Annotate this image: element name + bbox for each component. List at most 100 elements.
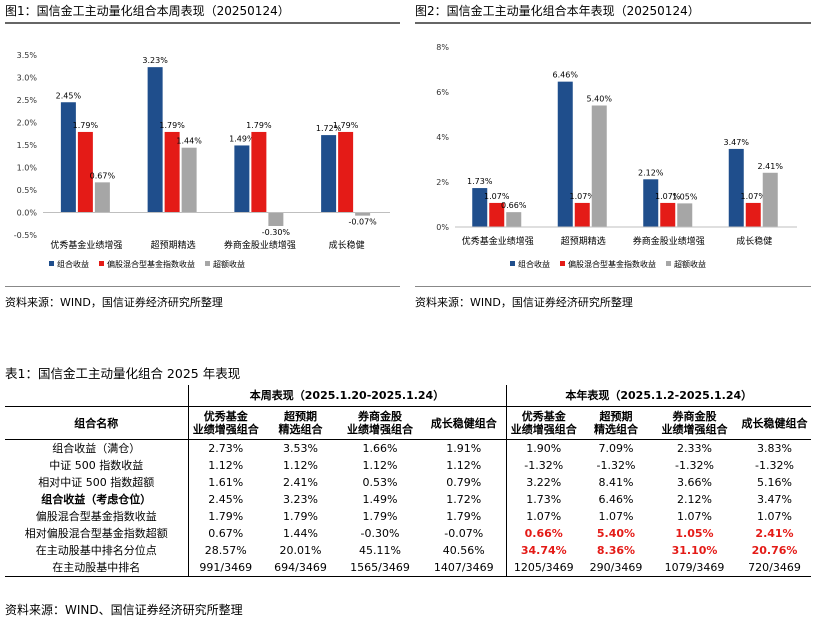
group-header-weekly: 本周表现（2025.1.20-2025.1.24） — [187, 385, 506, 407]
table-cell: 3.22% — [505, 474, 581, 491]
y-tick-label: 3.0% — [17, 74, 38, 83]
bar — [94, 182, 110, 213]
row-label: 偏股混合型基金指数收益 — [35, 510, 157, 523]
y-tick-label: -0.5% — [14, 231, 38, 240]
figure1-source: 资料来源：WIND，国信证券经济研究所整理 — [5, 296, 223, 309]
table-cell: -1.32% — [505, 457, 581, 474]
legend-swatch — [99, 261, 104, 266]
data-label: 0.66% — [501, 201, 527, 210]
x-tick-label: 优秀基金业绩增强 — [50, 239, 122, 251]
table-row: 偏股混合型基金指数收益 1.79% 1.79% 1.79% 1.79% 1.07% 1.07… — [5, 508, 811, 525]
data-label: 2.12% — [638, 168, 664, 177]
table-cell: 1.07% — [598, 510, 634, 523]
col-header-weekly-1: 优秀基金 业绩增强组合 — [187, 406, 263, 440]
bar — [506, 212, 522, 227]
table-row: 中证 500 指数收益 1.12% 1.12% 1.12% 1.12% -1.32% -1.… — [5, 457, 811, 474]
bar — [762, 172, 778, 227]
table-cell: -0.30% — [360, 527, 400, 540]
table-cell: 3.53% — [283, 442, 318, 455]
bar — [234, 145, 250, 213]
table-cell: 34.74% — [505, 542, 581, 559]
col-header-ytd-2: 超预期 精选组合 — [594, 410, 638, 436]
table-row: 在主动股基中排名分位点 28.57% 20.01% 45.11% 40.56% 34.74… — [5, 542, 811, 559]
data-label: 1.07% — [655, 192, 681, 201]
figure2-title: 图2：国信金工主动量化组合本年表现（20250124） — [415, 4, 700, 18]
legend-entry: 组合收益 — [57, 259, 89, 269]
table-cell: 991/3469 — [187, 559, 263, 577]
bar — [251, 131, 267, 213]
y-tick-label: 2.5% — [17, 96, 38, 105]
table-cell: 1.90% — [505, 439, 581, 457]
data-label: 1.07% — [484, 192, 510, 201]
table-cell: 31.10% — [671, 544, 718, 557]
legend-entry: 超额收益 — [674, 259, 706, 269]
figure2-bottom-rule — [415, 286, 811, 287]
bar — [77, 131, 93, 213]
col-header-ytd-4: 成长稳健组合 — [741, 416, 808, 430]
table-cell: 1.07% — [677, 510, 712, 523]
row-label: 相对中证 500 指数超额 — [38, 476, 155, 489]
table-cell: 28.57% — [187, 542, 263, 559]
table-cell: 20.76% — [751, 544, 798, 557]
data-label: 1.05% — [672, 192, 698, 201]
table-cell: 2.12% — [677, 493, 712, 506]
y-tick-label: 1.0% — [17, 164, 38, 173]
figure1-top-rule — [5, 22, 400, 24]
bar — [164, 131, 180, 213]
row-label: 在主动股基中排名 — [5, 559, 188, 577]
row-label: 在主动股基中排名分位点 — [35, 544, 157, 557]
data-label: -0.07% — [348, 218, 377, 227]
bar — [355, 212, 371, 216]
table-cell: 1.61% — [187, 474, 263, 491]
data-label: 1.07% — [741, 192, 767, 201]
table-cell: 1.73% — [505, 491, 581, 508]
y-tick-label: 6% — [436, 88, 449, 97]
table-cell: 1.79% — [187, 508, 263, 525]
table-source: 资料来源：WIND、国信证券经济研究所整理 — [5, 603, 243, 617]
data-label: 3.47% — [724, 138, 750, 147]
table-cell: 7.09% — [598, 442, 634, 455]
x-tick-label: 超预期精选 — [561, 235, 606, 247]
table-cell: 2.45% — [187, 491, 263, 508]
table-cell: 0.53% — [362, 476, 398, 489]
x-tick-label: 成长稳健 — [329, 239, 365, 251]
bar — [591, 105, 607, 227]
data-label: 2.45% — [56, 91, 82, 100]
table-cell: 2.73% — [187, 439, 263, 457]
y-tick-label: 1.5% — [17, 141, 38, 150]
row-label: 中证 500 指数收益 — [49, 459, 144, 472]
table-cell: 5.40% — [596, 527, 636, 540]
bar — [268, 212, 284, 226]
legend-swatch — [560, 261, 565, 266]
legend-entry: 偏股混合型基金指数收益 — [107, 259, 195, 269]
data-label: 1.79% — [333, 121, 359, 130]
data-label: 6.46% — [553, 71, 579, 80]
col-header-weekly-4: 成长稳健组合 — [430, 416, 497, 430]
table-cell: 1.05% — [675, 527, 714, 540]
data-label: 1.79% — [246, 121, 272, 130]
data-label: 1.49% — [229, 134, 255, 143]
table-cell: -0.07% — [444, 527, 484, 540]
table-cell: 1.72% — [446, 493, 482, 506]
table-caption: 表1：国信金工主动量化组合 2025 年表现 — [5, 366, 241, 381]
name-column-header: 组合名称 — [74, 416, 119, 430]
table-cell: 3.83% — [757, 442, 792, 455]
y-tick-label: 2.0% — [17, 119, 38, 128]
table-cell: 1407/3469 — [422, 559, 506, 577]
table-cell: 1.49% — [362, 493, 398, 506]
y-tick-label: 3.5% — [17, 51, 38, 60]
bar — [489, 202, 505, 227]
data-label: 1.44% — [176, 137, 202, 146]
legend-entry: 组合收益 — [518, 259, 550, 269]
row-label: 组合收益（考虑仓位） — [41, 493, 152, 506]
data-label: 1.79% — [73, 121, 99, 130]
table-cell: 1.12% — [446, 459, 482, 472]
row-label: 组合收益（满仓） — [52, 442, 141, 455]
table-cell: 1079/3469 — [651, 559, 738, 577]
y-tick-label: 0.0% — [17, 209, 38, 218]
table-cell: 8.41% — [598, 476, 634, 489]
chart1-weekly-performance: -0.5% 0.0% 0.5% 1.0% 1.5% 2.0% 2.5% 3.0% 3.5% 2.4… — [14, 51, 390, 269]
table-column-header-row: 组合名称 优秀基金 业绩增强组合 超预期 精选组合 券商金股 业绩增强组合 成长稳健组… — [5, 406, 812, 440]
table-cell: -1.32% — [596, 459, 636, 472]
data-label: 1.07% — [570, 192, 596, 201]
